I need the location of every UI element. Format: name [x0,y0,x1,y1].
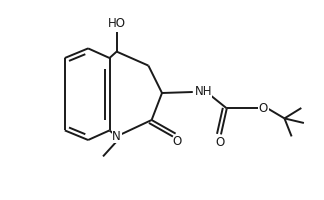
Text: NH: NH [194,85,212,98]
Text: O: O [259,102,268,114]
Text: HO: HO [108,17,126,30]
Text: N: N [112,130,121,143]
Text: O: O [216,136,225,148]
Text: O: O [173,135,182,148]
